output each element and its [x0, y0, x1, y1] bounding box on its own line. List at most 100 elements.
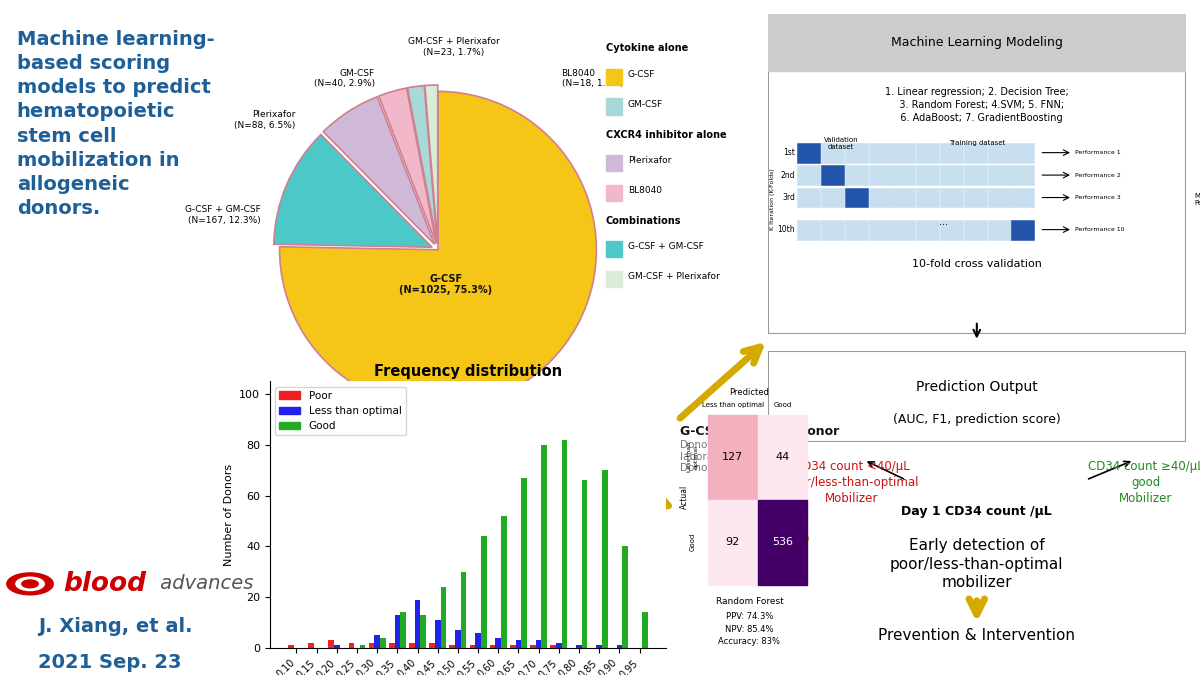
- Bar: [551, 645, 556, 648]
- Bar: [420, 615, 426, 648]
- Bar: [964, 219, 986, 240]
- Bar: [893, 219, 916, 240]
- Bar: [516, 641, 521, 648]
- Text: blood: blood: [64, 571, 146, 597]
- Text: Cytokine alone: Cytokine alone: [606, 43, 689, 53]
- Bar: [348, 643, 354, 648]
- Bar: [797, 188, 821, 207]
- Text: Predicted: Predicted: [730, 387, 769, 397]
- Bar: [940, 142, 964, 163]
- Bar: [490, 645, 496, 648]
- Text: 536: 536: [772, 537, 793, 547]
- Text: GM-CSF + Plerixafor: GM-CSF + Plerixafor: [628, 272, 720, 281]
- Bar: [1012, 165, 1034, 185]
- Wedge shape: [379, 88, 437, 244]
- Bar: [940, 188, 964, 207]
- Wedge shape: [408, 86, 437, 244]
- Bar: [434, 620, 440, 648]
- Y-axis label: Number of Donors: Number of Donors: [223, 464, 234, 566]
- Bar: [409, 643, 415, 648]
- Text: Combinations: Combinations: [606, 216, 682, 225]
- Bar: [502, 516, 506, 648]
- Text: (AUC, F1, prediction score): (AUC, F1, prediction score): [893, 413, 1061, 426]
- Bar: [940, 219, 964, 240]
- Wedge shape: [280, 91, 596, 408]
- Circle shape: [22, 580, 38, 588]
- Bar: [329, 641, 334, 648]
- Text: Accuracy: 83%: Accuracy: 83%: [719, 637, 780, 646]
- Bar: [757, 500, 808, 585]
- Bar: [797, 219, 821, 240]
- Bar: [917, 165, 940, 185]
- Bar: [869, 188, 892, 207]
- Text: K Iteration (K-Folds): K Iteration (K-Folds): [769, 169, 775, 230]
- Text: Validation
dataset: Validation dataset: [823, 137, 858, 150]
- Text: Model
Performance: Model Performance: [1194, 193, 1200, 206]
- Text: Prevention & Intervention: Prevention & Intervention: [878, 628, 1075, 643]
- Bar: [988, 188, 1010, 207]
- Bar: [893, 188, 916, 207]
- Text: Less than optimal: Less than optimal: [702, 402, 764, 408]
- Bar: [622, 547, 628, 648]
- Bar: [964, 188, 986, 207]
- Wedge shape: [425, 85, 438, 244]
- Bar: [562, 440, 568, 648]
- Wedge shape: [274, 134, 432, 247]
- Circle shape: [7, 573, 53, 595]
- Bar: [596, 645, 602, 648]
- Text: 1st: 1st: [784, 148, 796, 157]
- Text: BL8040
(N=18, 1.3%): BL8040 (N=18, 1.3%): [562, 69, 623, 88]
- Text: CD34 count ≥40/μL
good
Mobilizer: CD34 count ≥40/μL good Mobilizer: [1088, 460, 1200, 505]
- Bar: [450, 645, 455, 648]
- Bar: [541, 445, 547, 648]
- Bar: [389, 643, 395, 648]
- Bar: [1012, 219, 1034, 240]
- Bar: [606, 241, 622, 257]
- Bar: [821, 188, 844, 207]
- Bar: [556, 643, 562, 648]
- Text: 10-fold cross validation: 10-fold cross validation: [912, 259, 1042, 269]
- Bar: [821, 142, 844, 163]
- Text: Machine learning-
based scoring
models to predict
hematopoietic
stem cell
mobili: Machine learning- based scoring models t…: [17, 30, 215, 219]
- Bar: [521, 478, 527, 648]
- Text: Donor screening
laboratory tests;
Donor demographics.: Donor screening laboratory tests; Donor …: [680, 440, 793, 473]
- Bar: [469, 645, 475, 648]
- Text: 44: 44: [775, 452, 790, 462]
- Bar: [602, 470, 607, 648]
- Bar: [940, 165, 964, 185]
- Bar: [380, 638, 385, 648]
- Bar: [582, 481, 588, 648]
- Bar: [821, 219, 844, 240]
- Text: Day 1 CD34 count /μL: Day 1 CD34 count /μL: [901, 505, 1052, 518]
- Wedge shape: [323, 97, 434, 244]
- Text: G-CSF mobilized donor: G-CSF mobilized donor: [680, 425, 840, 438]
- Text: Good: Good: [773, 402, 792, 408]
- Bar: [360, 645, 366, 648]
- Bar: [1012, 188, 1034, 207]
- Bar: [374, 635, 380, 648]
- Text: Performance 3: Performance 3: [1075, 195, 1121, 200]
- Bar: [988, 142, 1010, 163]
- Text: CD34 count <40/μL
poor/less-than-optimal
Mobilizer: CD34 count <40/μL poor/less-than-optimal…: [785, 460, 919, 505]
- Bar: [606, 184, 622, 201]
- Bar: [475, 632, 481, 648]
- Text: G-CSF: G-CSF: [628, 70, 655, 79]
- Bar: [869, 142, 892, 163]
- Legend: Poor, Less than optimal, Good: Poor, Less than optimal, Good: [275, 387, 406, 435]
- Text: Less than
optimal: Less than optimal: [688, 442, 698, 472]
- Bar: [768, 14, 1186, 72]
- Text: 10th: 10th: [778, 225, 796, 234]
- Bar: [988, 165, 1010, 185]
- Text: Good: Good: [690, 533, 696, 551]
- Text: advances: advances: [154, 574, 253, 593]
- Text: G-CSF
(N=1025, 75.3%): G-CSF (N=1025, 75.3%): [400, 274, 492, 296]
- Bar: [288, 645, 294, 648]
- Bar: [510, 645, 516, 648]
- Text: 2nd: 2nd: [781, 171, 796, 180]
- Bar: [845, 165, 868, 185]
- Bar: [869, 165, 892, 185]
- Text: Random Forest: Random Forest: [715, 597, 784, 606]
- Bar: [455, 630, 461, 648]
- Text: Performance 2: Performance 2: [1075, 173, 1121, 178]
- Bar: [964, 165, 986, 185]
